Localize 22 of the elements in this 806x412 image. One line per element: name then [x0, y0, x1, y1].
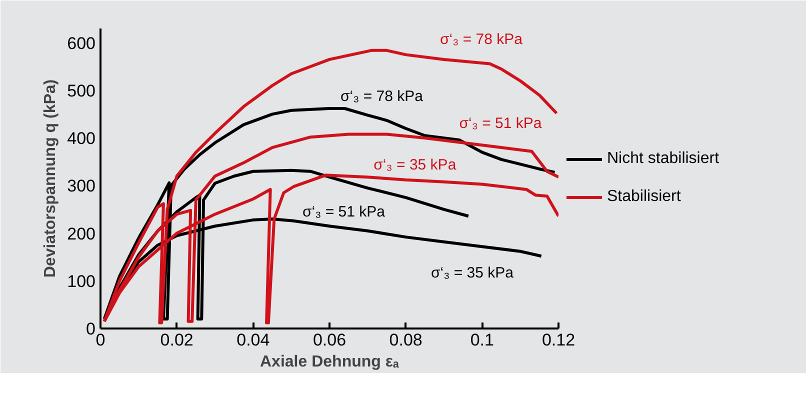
x-axis-title: Axiale Dehnung εₐ — [260, 354, 399, 370]
annotation: σ‘₃ = 51 kPa — [302, 204, 386, 221]
y-tick-label: 200 — [67, 224, 96, 244]
x-tick-label: 0.02 — [160, 330, 194, 350]
y-tick-label: 100 — [67, 272, 96, 291]
annotation: σ‘₃ = 51 kPa — [459, 115, 542, 132]
annotation: σ‘₃ = 35 kPa — [431, 264, 514, 282]
x-tick-label: 0.1 — [470, 330, 494, 350]
y-tick-label: 600 — [67, 34, 96, 53]
y-tick-label: 400 — [67, 129, 96, 148]
y-tick-label: 300 — [67, 176, 96, 196]
x-tick-label: 0.12 — [542, 330, 576, 350]
annotation: σ‘₃ = 78 kPa — [340, 88, 424, 105]
x-tick-label: 0.08 — [389, 330, 422, 350]
x-tick-label: 0.06 — [312, 330, 346, 350]
legend-label: Nicht stabilisiert — [607, 150, 720, 168]
x-tick-label: 0.04 — [236, 330, 270, 350]
y-axis-title: Deviatorspannung q (kPa) — [42, 79, 60, 278]
y-tick-label: 500 — [67, 81, 96, 100]
annotation: σ‘₃ = 78 kPa — [440, 30, 524, 48]
annotation: σ‘₃ = 35 kPa — [374, 156, 457, 174]
legend-label: Stabilisiert — [607, 188, 681, 206]
